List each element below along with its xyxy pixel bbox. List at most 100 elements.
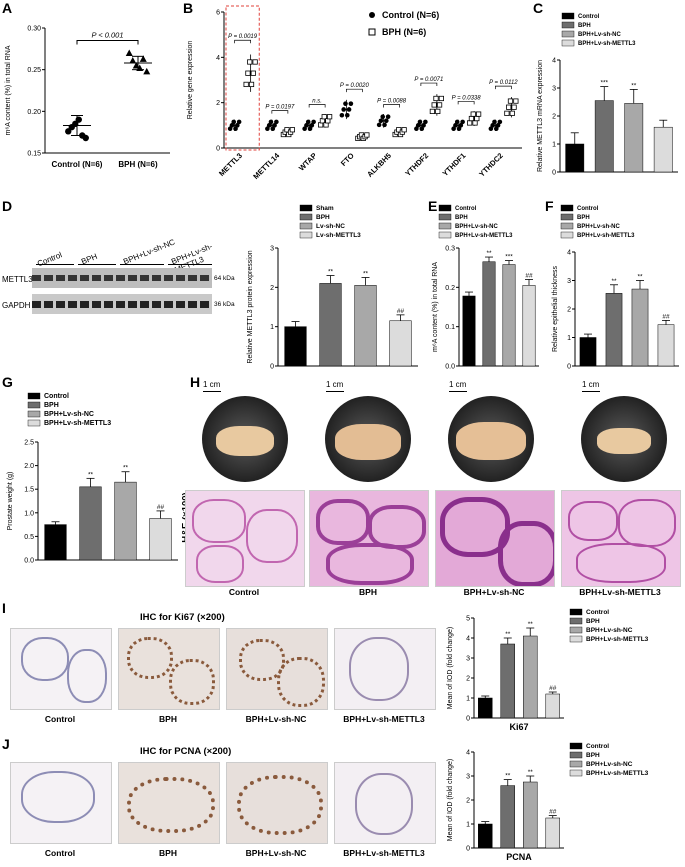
j-ylabel: Mean of IOD (fold change): [447, 759, 454, 842]
ki67-caption-control: Control: [44, 714, 76, 724]
f-legend-label: BPH+Lv-sh-METTL3: [577, 233, 635, 239]
scale-bar-4: [582, 391, 600, 392]
wb-group-sh-nc: BPH+Lv-sh-NC: [122, 237, 177, 267]
pcna-image-control: [10, 762, 112, 844]
c-legend-label: BPH+Lv-sh-METTL3: [578, 41, 636, 47]
g-bar: [114, 481, 137, 561]
d-ytick-label: 0: [270, 364, 274, 371]
d-bar: [284, 326, 307, 367]
c-legend-swatch: [561, 12, 575, 20]
g-ytick-label: 1.5: [24, 487, 34, 494]
b-point: [476, 111, 482, 117]
b-point: [497, 119, 503, 125]
wb-underline-1: [36, 264, 74, 265]
pcna-image-bph: [118, 762, 220, 844]
g-bar: [149, 518, 172, 561]
e-legend-swatch: [438, 222, 452, 230]
b-point: [435, 108, 441, 114]
b-point: [467, 120, 473, 126]
f-bar: [631, 288, 649, 367]
a-sig-bracket: [76, 40, 139, 45]
b-point: [309, 123, 315, 128]
c-ytick-label: 0: [552, 170, 556, 177]
b-p-value: P = 0.0197: [265, 105, 295, 111]
g-legend-swatch: [27, 392, 41, 400]
d-sig-mark: ##: [397, 308, 405, 315]
j-bar: [500, 785, 515, 849]
f-ytick-label: 0: [567, 364, 571, 371]
b-sig-bracket: [457, 101, 475, 105]
b-point: [385, 114, 391, 120]
b-point: [468, 115, 475, 122]
ihc-pcna-title: IHC for PCNA (×200): [140, 746, 232, 757]
g-legend-label: BPH+Lv-sh-METTL3: [44, 420, 111, 427]
b-point: [417, 119, 423, 125]
b-point: [401, 127, 407, 133]
d-ytick-label: 1: [270, 324, 274, 331]
b-xtick-label: YTHDF2: [403, 151, 430, 178]
b-point: [289, 127, 295, 133]
pcna-caption-sh-mettl3: BPH+Lv-sh-METTL3: [343, 848, 425, 858]
e-bar: [482, 261, 496, 367]
b-p-value: P = 0.0112: [489, 80, 518, 86]
f-bar: [579, 337, 597, 367]
panel-label-i: I: [2, 600, 6, 616]
i-legend-swatch: [569, 617, 583, 625]
j-ytick-label: 3: [466, 774, 470, 781]
ki67-caption-bph: BPH: [159, 714, 177, 724]
wb-row-mettl3: METTL3: [2, 275, 33, 284]
f-ytick-label: 1: [567, 335, 571, 342]
b-point: [433, 95, 439, 102]
wb-marker-36: 36 kDa: [214, 301, 235, 308]
b-point: [343, 101, 348, 106]
b-point: [307, 126, 313, 132]
i-sig-mark: ##: [549, 685, 557, 692]
g-legend-swatch: [27, 410, 41, 418]
chart-i-ki67: Control BPH BPH+Lv-sh-NC BPH+Lv-sh-METTL3 0 1…: [447, 608, 649, 732]
g-legend-label: BPH: [44, 402, 59, 409]
e-sig-mark: **: [486, 250, 492, 257]
g-legend-label: Control: [44, 393, 69, 400]
wb-underline-4: [168, 264, 212, 265]
he-panel: 1 cm 1 cm 1 cm 1 cm H&E (×100) Control B…: [181, 380, 685, 602]
j-legend-swatch: [569, 760, 583, 768]
a-p-value: P < 0.001: [91, 31, 123, 40]
d-ylabel: Relative METTL3 protein expression: [247, 250, 254, 363]
b-point: [458, 123, 464, 128]
b-point: [414, 126, 419, 132]
gross-image-control: [202, 396, 288, 482]
i-legend-swatch: [569, 608, 583, 616]
f-legend-swatch: [560, 222, 574, 230]
i-ytick-label: 5: [466, 616, 470, 623]
wb-band-gapdh: [32, 294, 212, 314]
b-point: [456, 126, 462, 132]
b-point: [346, 107, 352, 112]
b-point: [233, 126, 238, 132]
d-sig-mark: **: [363, 271, 369, 278]
b-point: [227, 126, 233, 132]
f-legend-label: Control: [577, 206, 599, 212]
scale-1cm-2: 1 cm: [326, 380, 344, 389]
i-legend-label: BPH+Lv-sh-METTL3: [586, 636, 649, 643]
a-point: [125, 49, 133, 56]
b-p-value: n.s.: [312, 98, 322, 104]
c-sig-mark: **: [631, 82, 637, 89]
g-bar: [44, 524, 67, 561]
gross-image-sh-mettl3: [581, 396, 667, 482]
g-sig-mark: **: [88, 471, 94, 478]
f-legend-swatch: [560, 213, 574, 221]
b-point: [266, 123, 272, 128]
a-ytick-label: 0.25: [27, 67, 41, 74]
b-p-value: P = 0.0071: [414, 77, 443, 83]
b-sig-bracket: [383, 104, 400, 108]
c-ylabel: Relative METTL3 mRNA expression: [537, 60, 544, 172]
b-point: [382, 122, 387, 128]
chart-b-gene-expression: 0 2 4 6 Relative gene expression METTL3 P = 0.…: [187, 5, 522, 181]
b-highlight-box: [225, 5, 260, 151]
g-legend-label: BPH+Lv-sh-NC: [44, 411, 94, 418]
panel-label-f: F: [545, 198, 554, 214]
f-bar: [605, 293, 623, 367]
b-point: [250, 70, 256, 76]
b-xtick-label: METTL14: [251, 150, 282, 181]
b-legend-label: BPH (N=6): [382, 27, 426, 37]
